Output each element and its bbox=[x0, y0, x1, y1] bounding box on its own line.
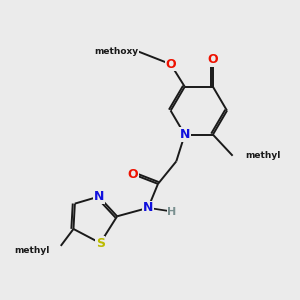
Text: O: O bbox=[127, 167, 138, 181]
Text: O: O bbox=[208, 53, 218, 66]
Text: N: N bbox=[180, 128, 190, 141]
Text: N: N bbox=[143, 201, 153, 214]
Text: N: N bbox=[94, 190, 104, 203]
Text: methoxy: methoxy bbox=[94, 47, 138, 56]
Text: methyl: methyl bbox=[15, 246, 50, 255]
Text: H: H bbox=[167, 206, 177, 217]
Text: S: S bbox=[96, 237, 105, 250]
Text: methyl: methyl bbox=[245, 151, 281, 160]
Text: O: O bbox=[165, 58, 176, 71]
